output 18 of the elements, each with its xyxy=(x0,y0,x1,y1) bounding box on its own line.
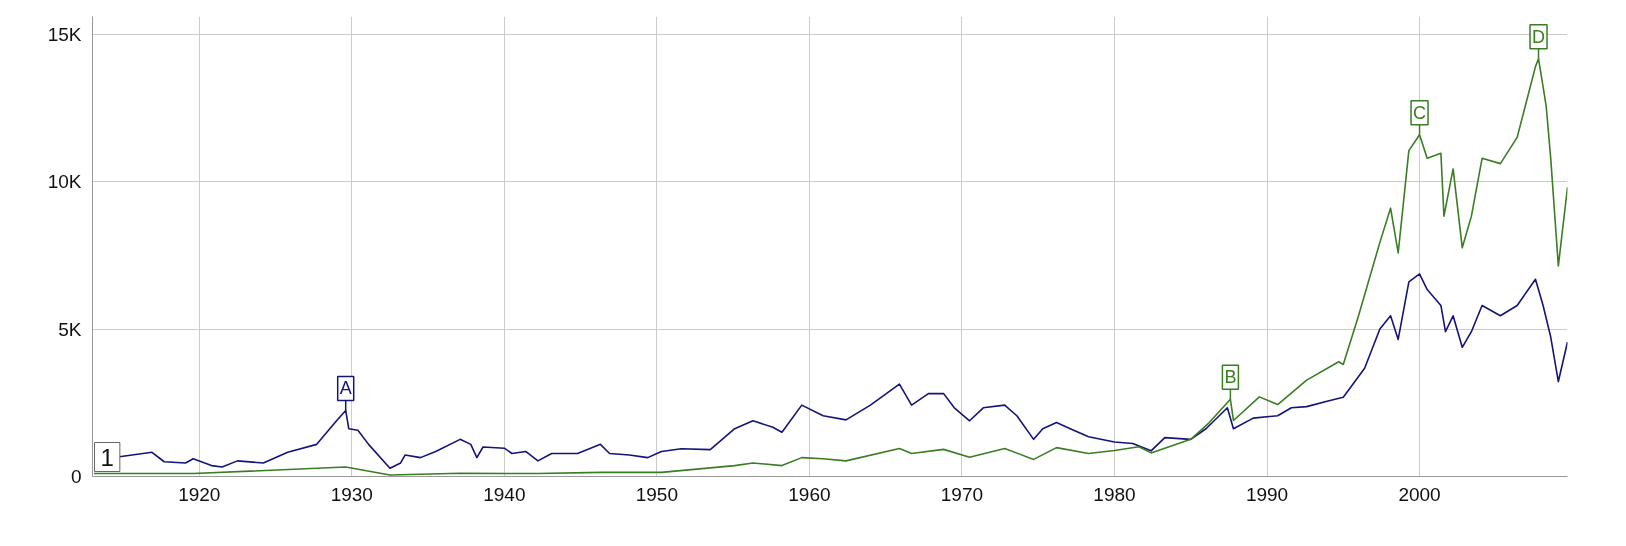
y-tick-label: 10K xyxy=(47,171,82,193)
annotation: C xyxy=(1413,102,1427,123)
x-tick-label: 1930 xyxy=(330,483,373,505)
x-tick-label: 1990 xyxy=(1245,483,1289,505)
x-tick-label: 1960 xyxy=(788,483,831,505)
annotation: D xyxy=(1532,26,1546,47)
x-tick-label: 1940 xyxy=(483,483,526,505)
x-tick-label: 2000 xyxy=(1398,483,1441,505)
x-tick-label: 1950 xyxy=(635,483,679,505)
y-tick-label: 0 xyxy=(70,466,82,487)
annotation: 1 xyxy=(100,443,114,471)
x-tick-label: 1970 xyxy=(940,483,984,505)
x-tick-label: 1920 xyxy=(178,483,221,505)
x-tick-label: 1980 xyxy=(1093,483,1136,505)
annotation: A xyxy=(339,378,352,399)
y-tick-label: 15K xyxy=(47,23,82,45)
y-tick-label: 5K xyxy=(58,318,82,340)
annotation: B xyxy=(1224,367,1237,388)
